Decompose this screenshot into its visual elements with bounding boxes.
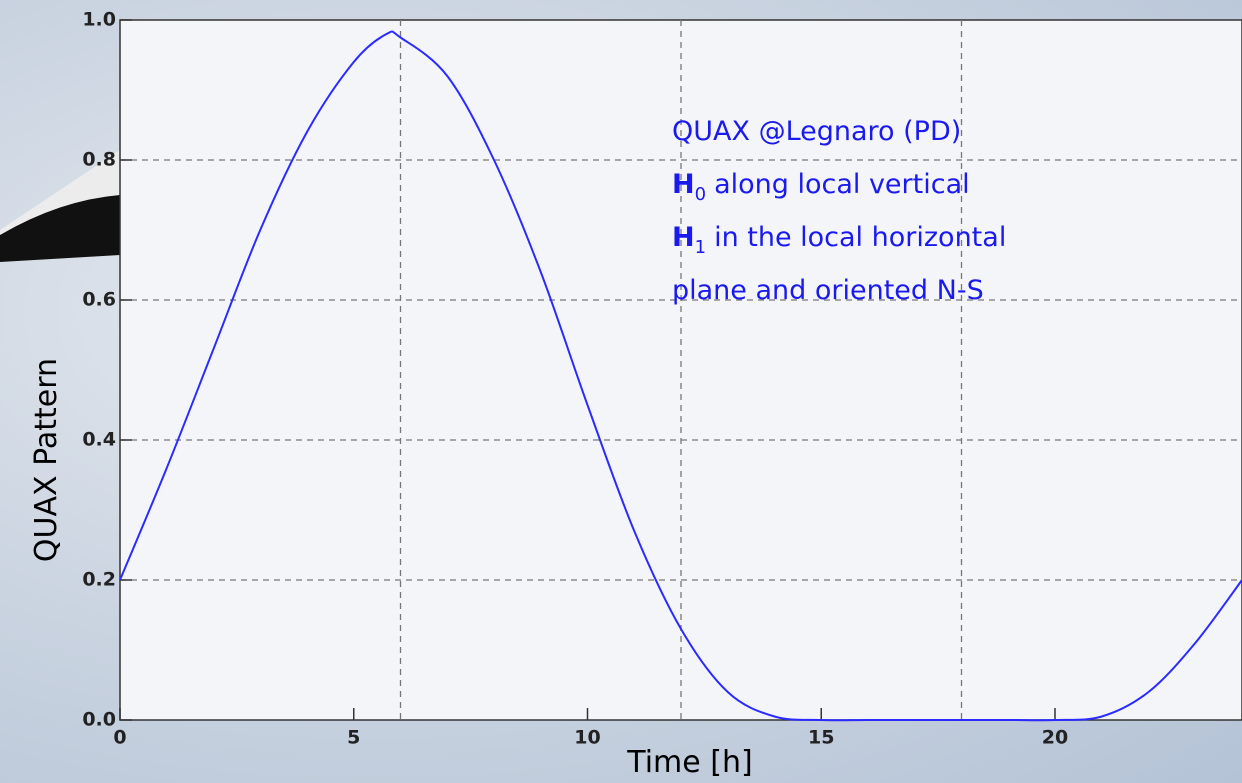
data-line [119,30,1242,722]
y-axis-label: QUAX Pattern [29,358,64,562]
y-tick-label: 0.2 [82,569,116,591]
annotation-text: in the local horizontal [714,222,1006,253]
y-tick-label: 1.0 [82,9,116,31]
x-axis-label: Time [h] [626,745,752,780]
annotation-subscript: 1 [695,237,706,258]
annotation-symbol: H [672,169,695,200]
y-tick-label: 0.6 [82,289,116,311]
marks [119,30,1242,722]
y-tick-label: 0.8 [82,149,116,171]
x-tick-label: 15 [808,727,834,749]
annotation-line: plane and oriented N-S [672,275,984,306]
y-tick-label: 0.4 [82,429,116,451]
annotation-line: H1 in the local horizontal [672,222,1006,258]
background-photo [0,0,120,260]
background-photo-shadow [0,195,120,262]
x-tick-label: 20 [1042,727,1068,749]
annotation-line: QUAX @Legnaro (PD) [672,116,961,147]
annotation-subscript: 0 [695,184,706,205]
y-tick-label: 0.0 [82,709,116,731]
annotation-line: H0 along local vertical [672,169,970,205]
x-tick-label: 0 [113,727,126,749]
x-tick-label: 5 [347,727,360,749]
annotation-text: along local vertical [714,169,970,200]
x-tick-label: 10 [574,727,600,749]
grid [119,19,1242,721]
annotation-symbol: H [672,222,695,253]
